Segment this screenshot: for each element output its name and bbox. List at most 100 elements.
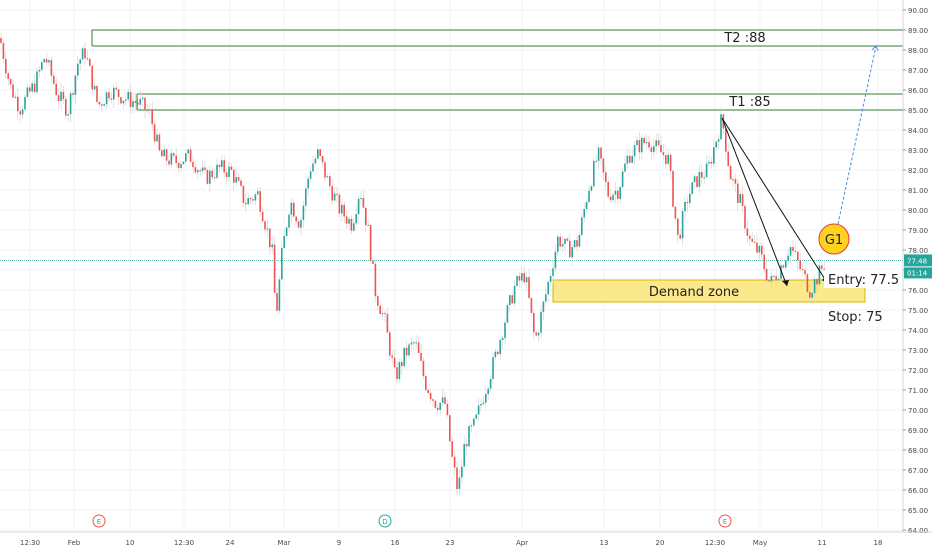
candle-body xyxy=(679,234,681,239)
candle-body xyxy=(744,206,746,229)
candle-body xyxy=(672,170,674,207)
level-label: T2 :88 xyxy=(723,31,765,46)
candle-body xyxy=(345,216,348,224)
candle-body xyxy=(245,202,247,205)
candle-body xyxy=(117,89,120,98)
candle-body xyxy=(691,182,693,195)
price-tick-label: 68.00 xyxy=(908,447,928,455)
candle-body xyxy=(487,388,489,395)
candle-body xyxy=(595,160,597,162)
candle-body xyxy=(158,134,161,151)
grid xyxy=(0,0,903,532)
candle-body xyxy=(705,163,708,178)
candle-body xyxy=(405,347,408,356)
price-tick-label: 79.00 xyxy=(908,227,928,235)
candle-body xyxy=(806,274,809,292)
candle-body xyxy=(201,167,204,172)
candle-body xyxy=(360,197,362,199)
candle-body xyxy=(170,153,173,165)
candle-body xyxy=(237,177,240,181)
candle-body xyxy=(125,99,127,101)
candle-body xyxy=(547,282,549,295)
candle-body xyxy=(69,93,72,115)
candle-body xyxy=(504,322,506,339)
candle-body xyxy=(578,234,581,247)
candle-body xyxy=(605,172,607,182)
price-tick-label: 72.00 xyxy=(908,367,928,375)
candle-body xyxy=(369,225,372,261)
candle-body xyxy=(410,342,413,345)
candle-body xyxy=(576,240,578,247)
candle-body xyxy=(617,190,619,199)
candle-body xyxy=(101,104,103,106)
candle-body xyxy=(240,180,242,186)
candle-body xyxy=(285,227,288,236)
time-tick-label: 13 xyxy=(600,539,609,547)
candle-body xyxy=(338,194,341,214)
candle-body xyxy=(0,38,2,43)
price-tick-label: 66.00 xyxy=(908,487,928,495)
candle-body xyxy=(573,240,576,248)
candle-body xyxy=(636,140,638,146)
candle-body xyxy=(321,156,324,163)
candle-body xyxy=(655,140,657,147)
candle-body xyxy=(396,367,398,380)
entry-label: Entry: 77.5 xyxy=(828,273,899,288)
candle-body xyxy=(374,263,377,297)
candle-body xyxy=(511,295,513,304)
candle-body xyxy=(96,85,98,102)
price-tick-label: 88.00 xyxy=(908,47,928,55)
event-marker-circle xyxy=(92,514,106,528)
candle-body xyxy=(307,178,309,189)
event-marker-label: E xyxy=(723,518,727,526)
candle-body xyxy=(348,218,350,224)
price-axis[interactable]: 64.00 65.00 66.00 67.00 68.00 69.00 70.00 71.00… xyxy=(902,0,932,535)
candle-body xyxy=(199,170,201,172)
candle-body xyxy=(425,376,427,390)
time-axis[interactable]: 12:30 Feb 10 12:30 24 Mar 9 16 23 Apr 13 20 12:30 May… xyxy=(0,531,932,547)
candle-body xyxy=(821,265,823,269)
candle-body xyxy=(657,140,660,145)
candle-body xyxy=(566,238,569,241)
candle-body xyxy=(72,93,74,95)
candle-body xyxy=(667,154,669,164)
candle-body xyxy=(420,353,422,361)
candle-body xyxy=(122,100,125,104)
candle-body xyxy=(211,170,213,178)
candle-body xyxy=(105,92,108,105)
candle-body xyxy=(242,185,245,203)
candle-body xyxy=(65,99,67,116)
candle-body xyxy=(381,313,384,315)
candle-body xyxy=(163,149,165,157)
candle-body xyxy=(432,399,434,401)
candle-body xyxy=(216,164,218,178)
candle-body xyxy=(535,332,537,336)
candle-body xyxy=(218,164,221,167)
candle-body xyxy=(324,162,326,178)
candle-body xyxy=(26,87,29,97)
candle-body xyxy=(24,96,26,110)
candle-body xyxy=(458,477,461,489)
last-price-label: 77.48 xyxy=(907,257,927,265)
candle-body xyxy=(626,155,629,164)
candle-body xyxy=(696,176,698,187)
candle-body xyxy=(86,58,89,60)
price-tick-label: 81.00 xyxy=(908,187,928,195)
candle-body xyxy=(353,223,355,231)
candle-body xyxy=(557,236,559,252)
candle-body xyxy=(295,216,297,222)
candle-body xyxy=(811,293,813,298)
candle-body xyxy=(194,167,197,173)
candle-body xyxy=(12,84,14,98)
candle-body xyxy=(367,225,369,227)
candle-body xyxy=(698,172,701,187)
candle-body xyxy=(756,242,758,253)
candle-body xyxy=(780,265,782,279)
candle-body xyxy=(665,155,667,164)
candle-body xyxy=(57,95,60,101)
candle-body xyxy=(60,91,62,101)
candle-body xyxy=(372,260,374,264)
candle-body xyxy=(81,48,84,60)
candle-body xyxy=(223,160,225,173)
candle-body xyxy=(631,156,633,163)
